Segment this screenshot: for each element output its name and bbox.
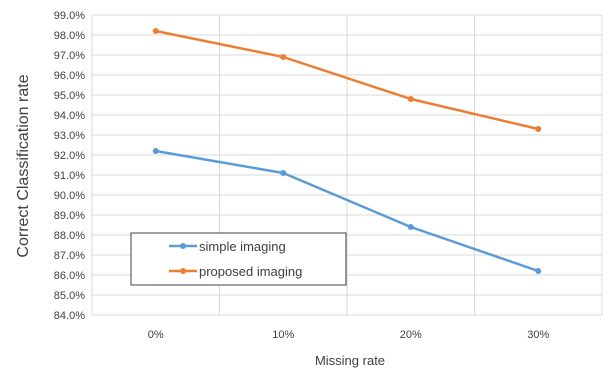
y-tick-label: 99.0% xyxy=(54,10,85,22)
series-line-0 xyxy=(155,149,539,273)
data-point xyxy=(535,268,542,274)
data-point xyxy=(535,126,542,132)
x-axis-label: Missing rate xyxy=(315,353,385,368)
y-tick-label: 95.0% xyxy=(54,90,85,102)
legend-marker xyxy=(180,243,186,249)
y-tick-label: 88.0% xyxy=(54,230,85,242)
y-tick-label: 96.0% xyxy=(54,70,85,82)
y-tick-label: 97.0% xyxy=(54,50,85,62)
y-tick-label: 89.0% xyxy=(54,210,85,222)
x-tick-label: 10% xyxy=(272,329,294,341)
y-tick-label: 94.0% xyxy=(54,110,85,122)
legend-entry: simple imaging xyxy=(199,239,286,254)
data-point xyxy=(280,170,287,176)
series-group xyxy=(152,28,542,274)
data-point xyxy=(280,54,287,60)
x-tick-label: 30% xyxy=(527,329,549,341)
data-point xyxy=(407,96,414,102)
data-point xyxy=(152,28,159,34)
y-tick-label: 84.0% xyxy=(54,310,85,322)
data-point xyxy=(152,148,159,154)
y-tick-label: 87.0% xyxy=(54,250,85,262)
y-tick-label: 98.0% xyxy=(54,30,85,42)
y-tick-label: 93.0% xyxy=(54,130,85,142)
y-tick-label: 92.0% xyxy=(54,150,85,162)
legend-marker xyxy=(180,268,186,274)
x-axis-ticks: 0% 10% 20% 30% xyxy=(148,329,550,341)
y-tick-label: 90.0% xyxy=(54,190,85,202)
legend: simple imaging proposed imaging xyxy=(130,232,347,286)
data-point xyxy=(407,224,414,230)
y-tick-label: 91.0% xyxy=(54,170,85,182)
gridlines xyxy=(91,14,603,316)
series-line-1 xyxy=(155,29,539,131)
y-tick-label: 85.0% xyxy=(54,290,85,302)
y-tick-label: 86.0% xyxy=(54,270,85,282)
legend-entry: proposed imaging xyxy=(199,264,302,279)
legend-box xyxy=(130,232,347,286)
y-axis-ticks: 84.0% 85.0% 86.0% 87.0% 88.0% 89.0% 90.0% 91.0%… xyxy=(54,10,85,322)
x-tick-label: 0% xyxy=(148,329,164,341)
x-tick-label: 20% xyxy=(400,329,422,341)
y-axis-label: Correct Classification rate xyxy=(15,74,32,257)
